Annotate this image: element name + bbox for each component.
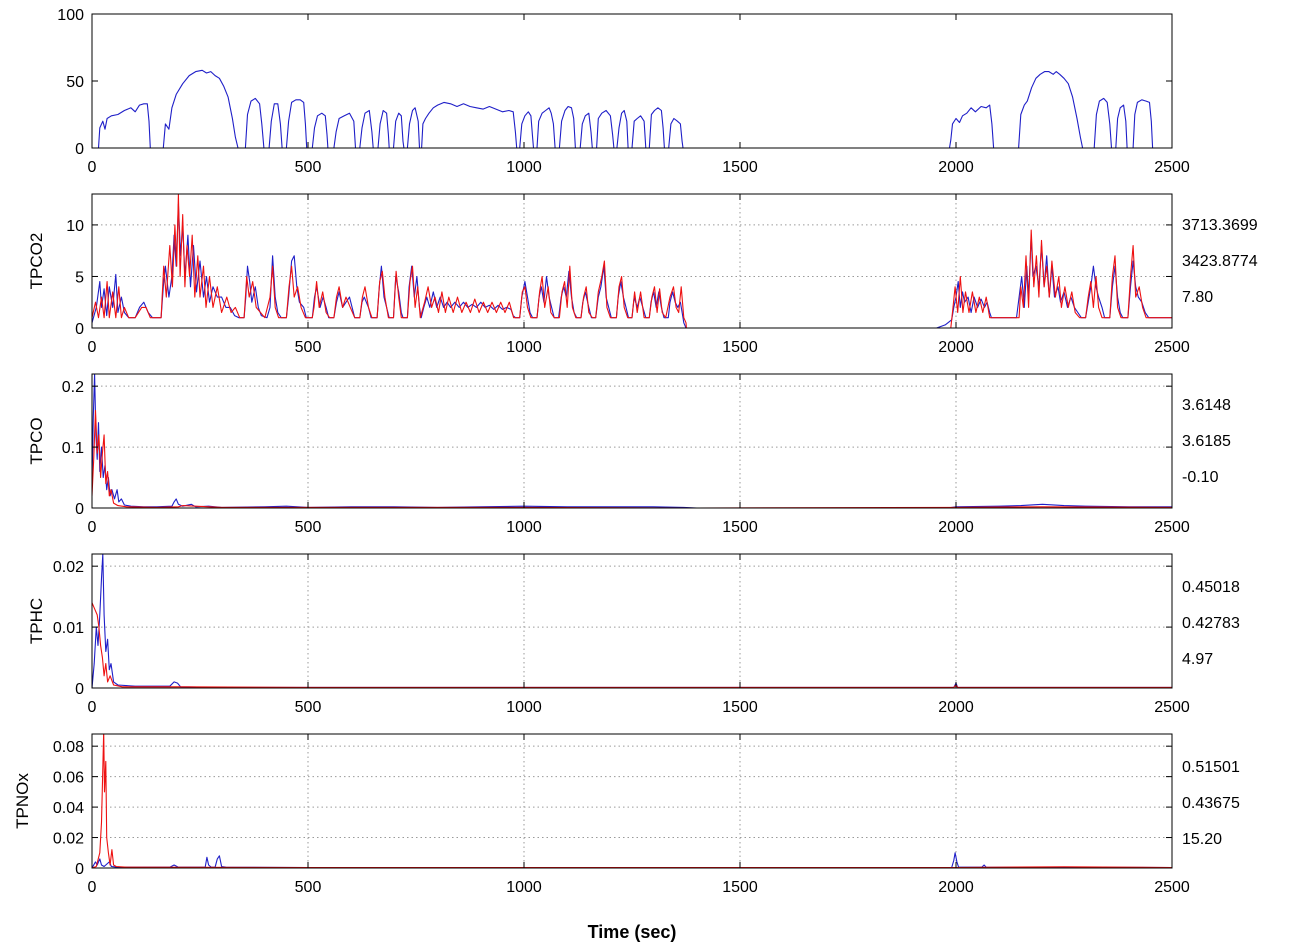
side-value-label: 0.43675 (1182, 795, 1240, 812)
x-tick-label: 1500 (722, 159, 758, 176)
panel-4: 0 500 1000 1500 2000 2500 0 0.01 0.02 TPHC 0.45018… (27, 553, 1240, 716)
series-line-red (92, 734, 1172, 868)
x-tick-label: 1500 (722, 519, 758, 536)
side-value-label: 3423.8774 (1182, 253, 1258, 270)
x-tick-label: 2000 (938, 159, 974, 176)
x-tick-label: 0 (88, 879, 97, 896)
x-tick-label: 2000 (938, 699, 974, 716)
x-tick-label: 2000 (938, 879, 974, 896)
side-value-label: -0.10 (1182, 469, 1219, 486)
y-axis-label: TPCO (27, 417, 46, 464)
x-tick-label: 500 (295, 699, 322, 716)
axes-frame (91, 193, 1173, 329)
side-value-label: 0.42783 (1182, 615, 1240, 632)
axes-frame (91, 373, 1173, 509)
x-tick-label: 2500 (1154, 339, 1190, 356)
side-value-label: 7.80 (1182, 289, 1213, 306)
series-line-blue (92, 374, 1172, 508)
x-tick-label: 2500 (1154, 699, 1190, 716)
panel-5: 0 500 1000 1500 2000 2500 0 0.02 0.04 0.06 0.08 TPN… (13, 733, 1240, 896)
x-tick-label: 1500 (722, 699, 758, 716)
x-tick-label: 1000 (506, 159, 542, 176)
panel-1: 0 500 1000 1500 2000 2500 0 50 100 (57, 7, 1190, 176)
series-line-red (92, 602, 1172, 688)
x-tick-label: 2000 (938, 339, 974, 356)
y-tick-label: 0 (75, 861, 84, 878)
y-axis-label: TPHC (27, 598, 46, 644)
y-tick-label: 0 (75, 321, 84, 338)
x-tick-label: 1000 (506, 879, 542, 896)
x-tick-label: 2500 (1154, 879, 1190, 896)
y-tick-label: 50 (66, 74, 84, 91)
y-tick-label: 5 (75, 269, 84, 286)
x-tick-label: 0 (88, 339, 97, 356)
series-line-blue (92, 554, 1172, 688)
y-tick-label: 0.2 (62, 379, 84, 396)
x-tick-label: 500 (295, 879, 322, 896)
y-axis-label: TPNOx (13, 773, 32, 829)
axes-frame (91, 13, 1173, 149)
y-tick-label: 0 (75, 501, 84, 518)
x-tick-label: 500 (295, 159, 322, 176)
x-tick-label: 2500 (1154, 519, 1190, 536)
series-line-blue (92, 69, 1172, 148)
y-axis-label: TPCO2 (27, 233, 46, 290)
y-tick-label: 10 (66, 218, 84, 235)
x-tick-label: 2000 (938, 519, 974, 536)
x-axis-label: Time (sec) (588, 922, 677, 942)
x-tick-label: 500 (295, 519, 322, 536)
side-value-label: 3.6185 (1182, 433, 1231, 450)
x-tick-label: 1500 (722, 339, 758, 356)
series-line-red (92, 409, 1172, 508)
x-tick-label: 0 (88, 699, 97, 716)
series-line-red (92, 194, 1172, 328)
y-tick-label: 0.02 (53, 559, 84, 576)
y-tick-label: 100 (57, 7, 84, 24)
y-tick-label: 0.02 (53, 831, 84, 848)
x-tick-label: 2500 (1154, 159, 1190, 176)
x-tick-label: 1000 (506, 519, 542, 536)
x-tick-label: 0 (88, 519, 97, 536)
side-value-label: 3.6148 (1182, 397, 1231, 414)
series-line-blue (92, 203, 1172, 328)
side-value-label: 4.97 (1182, 651, 1213, 668)
x-tick-label: 1000 (506, 339, 542, 356)
y-tick-label: 0.06 (53, 770, 84, 787)
panel-3: 0 500 1000 1500 2000 2500 0 0.1 0.2 TPCO 3.6148 3.6… (27, 373, 1231, 536)
side-value-label: 0.51501 (1182, 759, 1240, 776)
side-value-label: 3713.3699 (1182, 217, 1258, 234)
side-value-label: 15.20 (1182, 831, 1222, 848)
x-tick-label: 0 (88, 159, 97, 176)
series-line-blue (92, 852, 1172, 868)
side-value-label: 0.45018 (1182, 579, 1240, 596)
axes-frame (91, 553, 1173, 689)
axes-frame (91, 733, 1173, 869)
y-tick-label: 0.01 (53, 620, 84, 637)
y-tick-label: 0.08 (53, 739, 84, 756)
y-tick-label: 0 (75, 681, 84, 698)
y-tick-label: 0 (75, 141, 84, 158)
y-tick-label: 0.1 (62, 440, 84, 457)
panel-2: 0 500 1000 1500 2000 2500 0 5 10 TPCO2 3713.3699 34… (27, 193, 1258, 356)
y-tick-label: 0.04 (53, 800, 84, 817)
x-tick-label: 1500 (722, 879, 758, 896)
x-tick-label: 500 (295, 339, 322, 356)
x-tick-label: 1000 (506, 699, 542, 716)
